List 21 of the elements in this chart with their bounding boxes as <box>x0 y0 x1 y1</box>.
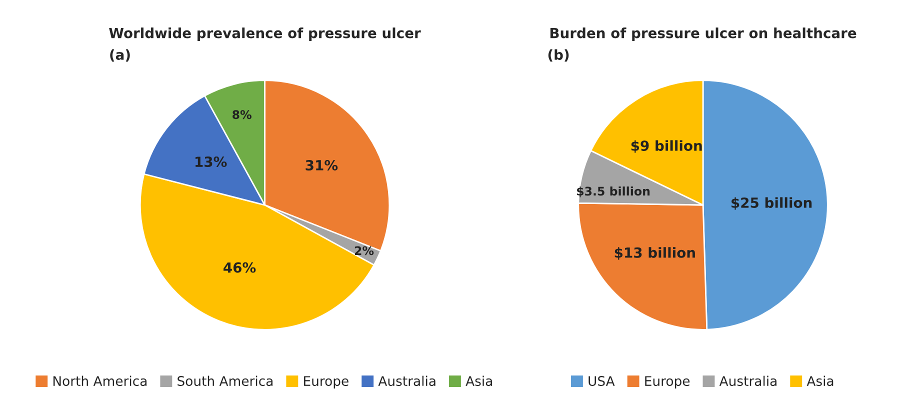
legend-label: South America <box>178 376 273 386</box>
legend-label: Europe <box>304 376 348 389</box>
legend-label: Europe <box>645 376 690 389</box>
data-label: 31% <box>306 160 338 170</box>
data-label: 2% <box>354 246 374 256</box>
data-label: 13% <box>196 156 227 168</box>
data-label: 8% <box>232 110 252 120</box>
legend-label: Australia <box>378 376 436 386</box>
legend-label: USA <box>588 376 615 386</box>
legend-label: Australia <box>719 376 776 386</box>
data-label: $9 billion <box>631 140 702 153</box>
data-label: 46% <box>224 262 256 273</box>
chart-title: Burden of pressure ulcer on healthcare <box>550 28 856 41</box>
legend-label: Asia <box>806 376 834 386</box>
legend-label: North America <box>53 376 147 386</box>
text: (a) <box>110 49 130 62</box>
data-label: $25 billion <box>732 197 812 210</box>
text: (b) <box>548 49 569 62</box>
chart-title: Worldwide prevalence of pressure ulcer <box>109 28 421 41</box>
data-label: $13 billion <box>614 247 695 260</box>
legend-label: Asia <box>466 376 492 386</box>
